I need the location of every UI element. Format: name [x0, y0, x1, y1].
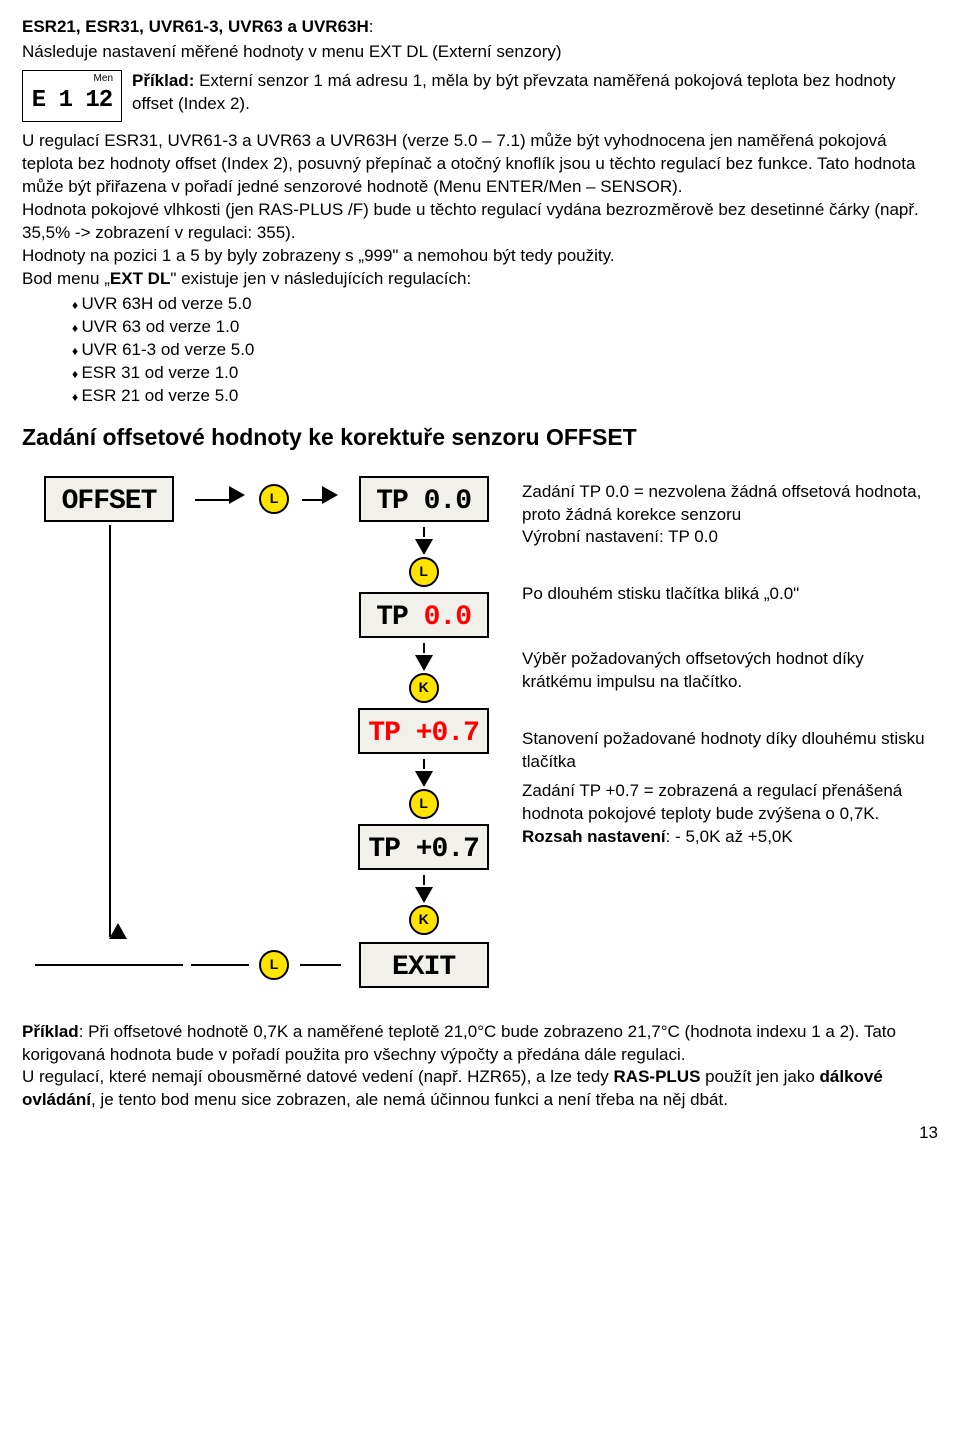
- l-button[interactable]: L: [409, 557, 439, 587]
- arrow-down-icon: [415, 771, 433, 787]
- flow-diagram: OFFSET L TP 0.0 L: [22, 473, 938, 993]
- intro-line: Následuje nastavení měřené hodnoty v men…: [22, 41, 938, 64]
- body-para-2: Hodnota pokojové vlhkosti (jen RAS-PLUS …: [22, 199, 938, 245]
- lcd-tp07-black: TP +0.7: [358, 824, 489, 870]
- desc-block-1: Zadání TP 0.0 = nezvolena žádná offsetov…: [522, 481, 932, 550]
- lcd-tp07-red: TP +0.7: [358, 708, 489, 754]
- bullet-item: UVR 63H od verze 5.0: [22, 293, 938, 316]
- example-block: Men E 1 12 Příklad: Externí senzor 1 má …: [22, 70, 938, 122]
- bullet-list: UVR 63H od verze 5.0 UVR 63 od verze 1.0…: [22, 293, 938, 408]
- lcd-exit: EXIT: [359, 942, 489, 988]
- lcd-tp00-red: TP 0.0: [359, 592, 489, 638]
- arrow-down-icon: [415, 887, 433, 903]
- offset-heading: Zadání offsetové hodnoty ke korektuře se…: [22, 422, 938, 453]
- desc-block-4: Stanovení požadované hodnoty díky dlouhé…: [522, 728, 932, 774]
- page-number: 13: [22, 1122, 938, 1145]
- arrow-up-icon: [109, 923, 127, 939]
- bullet-item: UVR 61-3 od verze 5.0: [22, 339, 938, 362]
- arrow-down-icon: [415, 539, 433, 555]
- body-para-3: Hodnoty na pozici 1 a 5 by byly zobrazen…: [22, 245, 938, 268]
- body-para-4: Bod menu „EXT DL" existuje jen v následu…: [22, 268, 938, 291]
- k-button[interactable]: K: [409, 673, 439, 703]
- small-lcd-value: E 1 12: [27, 85, 117, 117]
- men-label: Men: [27, 73, 117, 85]
- bullet-item: ESR 21 od verze 5.0: [22, 385, 938, 408]
- l-button[interactable]: L: [259, 484, 289, 514]
- bullet-item: ESR 31 od verze 1.0: [22, 362, 938, 385]
- lcd-tp00-top: TP 0.0: [359, 476, 489, 522]
- k-button[interactable]: K: [409, 905, 439, 935]
- flow-descriptions: Zadání TP 0.0 = nezvolena žádná offsetov…: [522, 473, 932, 849]
- small-lcd-box: Men E 1 12: [22, 70, 122, 122]
- desc-block-5: Zadání TP +0.7 = zobrazená a regulací př…: [522, 780, 932, 849]
- lcd-offset: OFFSET: [44, 476, 174, 522]
- footer-para-1: Příklad: Při offsetové hodnotě 0,7K a na…: [22, 1021, 938, 1067]
- body-para-1: U regulací ESR31, UVR61-3 a UVR63 a UVR6…: [22, 130, 938, 199]
- footer-para-2: U regulací, které nemají obousměrné dato…: [22, 1066, 938, 1112]
- arrow-right-icon: [229, 486, 245, 504]
- arrow-down-icon: [415, 655, 433, 671]
- bullet-item: UVR 63 od verze 1.0: [22, 316, 938, 339]
- heading-models: ESR21, ESR31, UVR61-3, UVR63 a UVR63H:: [22, 16, 938, 39]
- l-button[interactable]: L: [259, 950, 289, 980]
- flow-table: OFFSET L TP 0.0 L: [22, 473, 502, 993]
- desc-block-2: Po dlouhém stisku tlačítka bliká „0.0": [522, 583, 932, 606]
- l-button[interactable]: L: [409, 789, 439, 819]
- desc-block-3: Výběr požadovaných offsetových hodnot dí…: [522, 648, 932, 694]
- example-text: Příklad: Externí senzor 1 má adresu 1, m…: [132, 70, 938, 116]
- arrow-right-icon: [322, 486, 338, 504]
